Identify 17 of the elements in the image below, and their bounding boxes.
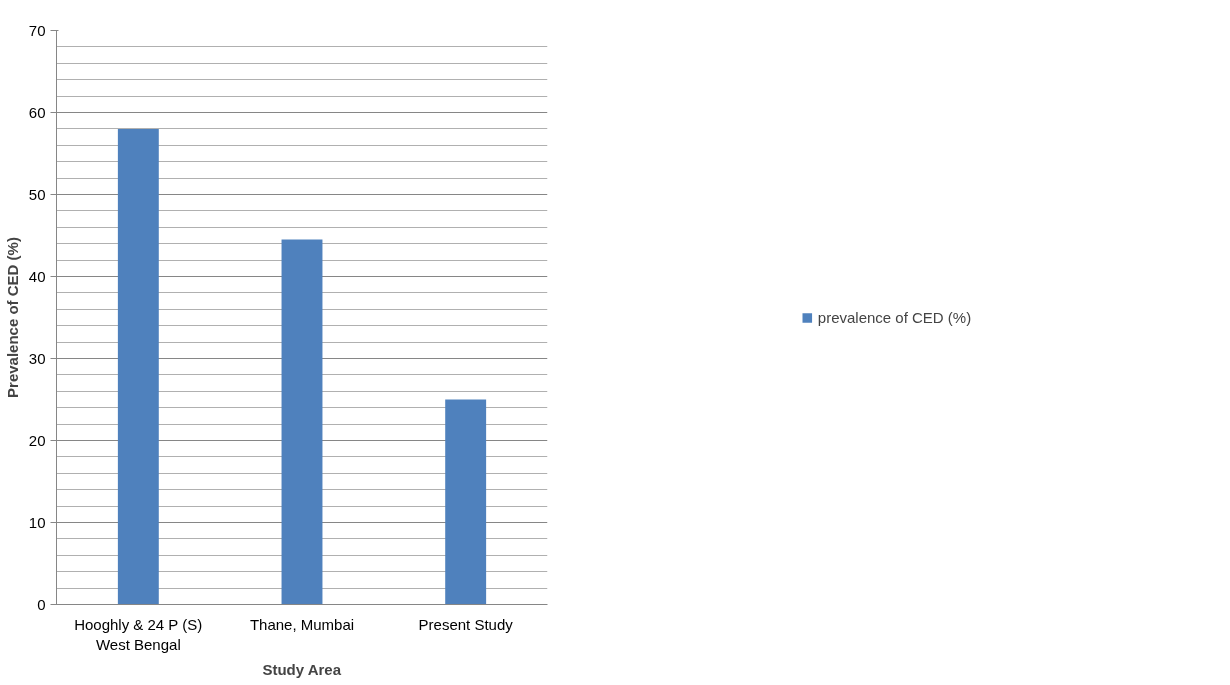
y-tick-label: 50 [28, 185, 46, 203]
x-tick-label: Hooghly & 24 P (S) West Bengal [74, 615, 203, 653]
y-tick-label: 20 [28, 431, 46, 449]
y-tick-label: 10 [28, 513, 46, 531]
y-tick-label: 60 [28, 103, 46, 121]
y-axis-title: Prevalence of CED (%) [3, 237, 21, 398]
bar [117, 128, 159, 605]
y-tick-label: 40 [28, 267, 46, 285]
y-tick-label: 30 [28, 349, 46, 367]
bar [281, 239, 323, 605]
bar [445, 399, 487, 605]
x-tick-label: Thane, Mumbai [249, 615, 355, 633]
x-tick-label: Present Study [418, 615, 514, 633]
x-axis-title: Study Area [262, 660, 342, 678]
legend-label: prevalence of CED (%) [817, 308, 972, 326]
y-tick-label: 70 [28, 21, 46, 39]
y-tick-label: 0 [37, 595, 46, 613]
